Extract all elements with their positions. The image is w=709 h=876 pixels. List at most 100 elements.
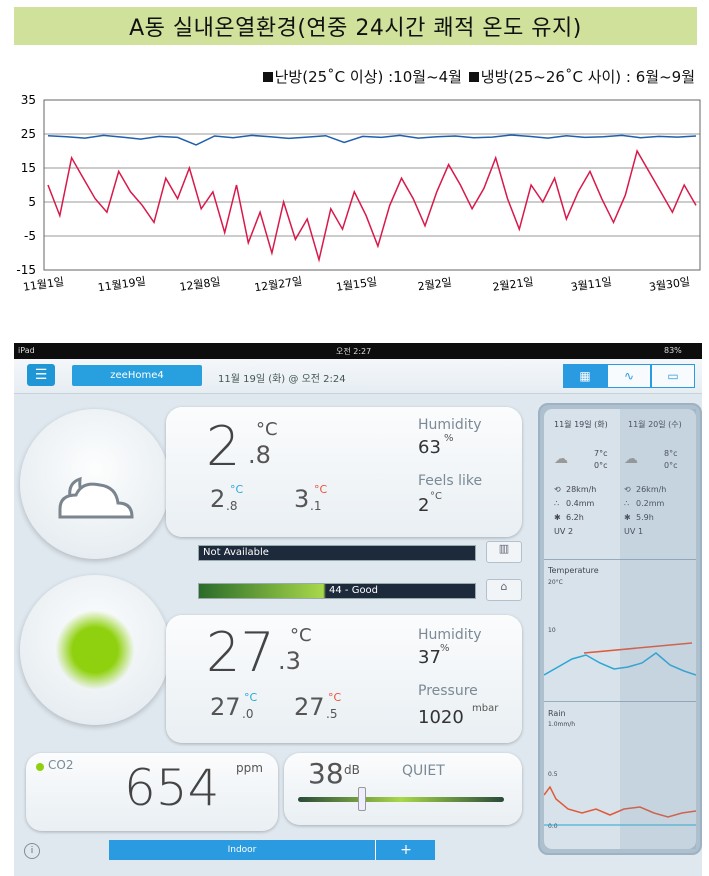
indoor-min: 27 xyxy=(210,693,241,721)
graph-view-button[interactable]: ∿ xyxy=(607,364,651,388)
chart-series xyxy=(47,134,697,263)
wind-icon: ⟲ xyxy=(554,485,561,494)
chart-grid xyxy=(43,99,701,271)
series-line-0 xyxy=(47,134,697,146)
pressure-unit: mbar xyxy=(472,703,499,714)
outdoor-min: 2 xyxy=(210,485,226,513)
moon-cloud-icon xyxy=(58,476,134,519)
partly-cloudy-icon: ☁ xyxy=(554,451,568,467)
outdoor-status-text: Not Available xyxy=(203,547,269,558)
indoor-temp: 27 xyxy=(206,621,275,684)
indoor-panel: 27 .3 °C 27 .0 °C 27 .5 °C Humidity 37 %… xyxy=(166,615,522,743)
status-bar: iPad 오전 2:27 83% xyxy=(14,343,702,359)
feels-like-label: Feels like xyxy=(418,473,483,489)
uv-label: UV xyxy=(624,527,636,536)
indoor-tab-button[interactable]: Indoor xyxy=(227,845,257,855)
indoor-humidity-unit: % xyxy=(440,643,450,654)
outdoor-status-bar: Not Available xyxy=(198,545,476,561)
noise-level-label: QUIET xyxy=(402,763,445,779)
dashboard-view-button[interactable]: ▦ xyxy=(563,364,607,388)
sun-icon: ✱ xyxy=(554,513,561,522)
panel-view-button[interactable]: ▭ xyxy=(651,364,695,388)
indoor-humidity-label: Humidity xyxy=(418,627,482,643)
outdoor-max-decimal: .1 xyxy=(310,499,322,513)
page-title: A동 실내온열환경(연중 24시간 쾌적 온도 유지) xyxy=(14,7,697,45)
rain-chart-top: 1.0mm/h xyxy=(548,721,576,728)
panel-icon: ▭ xyxy=(667,369,679,383)
forecast-day2-shade xyxy=(620,409,696,849)
pressure-label: Pressure xyxy=(418,683,478,699)
outdoor-max: 3 xyxy=(294,485,310,513)
co2-value: 654 xyxy=(124,759,220,817)
outdoor-panel: 2 .8 °C 2 .8 °C 3 .1 °C Humidity 63 % Fe… xyxy=(166,407,522,537)
indoor-temp-unit: °C xyxy=(290,625,312,646)
divider xyxy=(544,559,696,560)
day1-rain: 0.4mm xyxy=(566,499,595,508)
co2-panel: CO2 654 ppm xyxy=(26,753,278,831)
wind-icon: ⟲ xyxy=(624,485,631,494)
outdoor-temp-unit: °C xyxy=(256,419,278,440)
day2-wind: 26km/h xyxy=(636,485,667,494)
x-tick-label: 11월1일 xyxy=(22,274,65,294)
indoor-max: 27 xyxy=(294,693,325,721)
graph-icon: ∿ xyxy=(623,369,635,383)
forecast-temp-chart xyxy=(544,642,696,676)
status-time: 오전 2:27 xyxy=(336,347,372,356)
day2-sun: 5.9h xyxy=(636,513,654,522)
menu-icon: ☰ xyxy=(34,367,48,383)
temperature-line-chart: -15 -5 5 15 25 35 11월1일 11월19일 12월8일 12월27일 1월15일… xyxy=(16,93,701,294)
day2-rain: 0.2mm xyxy=(636,499,665,508)
indoor-temp-decimal: .3 xyxy=(278,647,301,675)
measurement-date: 11월 19일 (화) @ 오전 2:24 xyxy=(218,374,346,385)
series-line-1 xyxy=(47,149,697,263)
chart-legend: 난방(25˚C 이상) :10월~4월 냉방(25~26˚C 사이) : 6월~… xyxy=(261,66,695,87)
add-module-button[interactable]: + xyxy=(375,840,436,860)
rain-chart-mid: 0.5 xyxy=(548,771,558,778)
temp-chart-top: 20°C xyxy=(548,579,563,586)
x-tick-label: 1월15일 xyxy=(335,274,378,294)
temp-chart-mid: 10 xyxy=(548,627,556,634)
sun-icon: ✱ xyxy=(624,513,631,522)
outdoor-max-unit: °C xyxy=(314,483,328,496)
air-quality-glow-icon xyxy=(55,610,135,690)
y-tick-label: 5 xyxy=(28,195,36,209)
day1-max: 7°c xyxy=(594,449,608,458)
y-tick-label: -15 xyxy=(16,263,36,277)
x-tick-label: 2월21일 xyxy=(492,274,535,294)
rain-chart-bottom: 0.0 xyxy=(548,823,558,830)
dashboard-icon: ▦ xyxy=(579,369,591,383)
feels-like-unit: °C xyxy=(430,491,442,502)
y-tick-label: 25 xyxy=(21,127,36,141)
indoor-home-button[interactable]: ⌂ xyxy=(486,579,522,601)
outdoor-module-button[interactable]: ▥ xyxy=(486,541,522,563)
noise-slider-track xyxy=(298,797,504,802)
forecast-day1-label: 11월 19일 (화) xyxy=(554,420,608,429)
x-tick-label: 12월8일 xyxy=(179,274,222,294)
y-axis-ticks: -15 -5 5 15 25 35 xyxy=(16,93,36,277)
info-icon[interactable]: i xyxy=(24,843,40,859)
x-tick-label: 2월2일 xyxy=(417,275,453,294)
divider xyxy=(544,701,696,702)
temp-chart-label: Temperature xyxy=(548,566,599,575)
outdoor-temp-decimal: .8 xyxy=(248,441,271,469)
humidity-label: Humidity xyxy=(418,417,482,433)
outdoor-min-decimal: .8 xyxy=(226,499,238,513)
home-selector-button[interactable]: zeeHome4 xyxy=(72,365,202,386)
plot-frame xyxy=(43,99,701,271)
device-label: iPad xyxy=(18,346,35,355)
legend-square-icon xyxy=(468,72,479,82)
noise-value: 38 xyxy=(308,757,344,790)
co2-unit: ppm xyxy=(236,761,263,775)
y-tick-label: 35 xyxy=(21,93,36,107)
indoor-min-decimal: .0 xyxy=(242,707,254,721)
forecast-rain-chart xyxy=(544,785,696,826)
menu-button[interactable]: ☰ xyxy=(27,364,55,386)
y-tick-label: 15 xyxy=(21,161,36,175)
day1-min: 0°c xyxy=(594,461,608,470)
y-tick-label: -5 xyxy=(24,229,36,243)
app-toolbar: ☰ zeeHome4 11월 19일 (화) @ 오전 2:24 ▦ ∿ ▭ xyxy=(14,359,702,394)
day2-max: 8°c xyxy=(664,449,678,458)
feels-like-value: 2 xyxy=(418,495,430,516)
noise-slider-handle[interactable] xyxy=(358,787,366,811)
day1-uv: 2 xyxy=(568,527,574,536)
